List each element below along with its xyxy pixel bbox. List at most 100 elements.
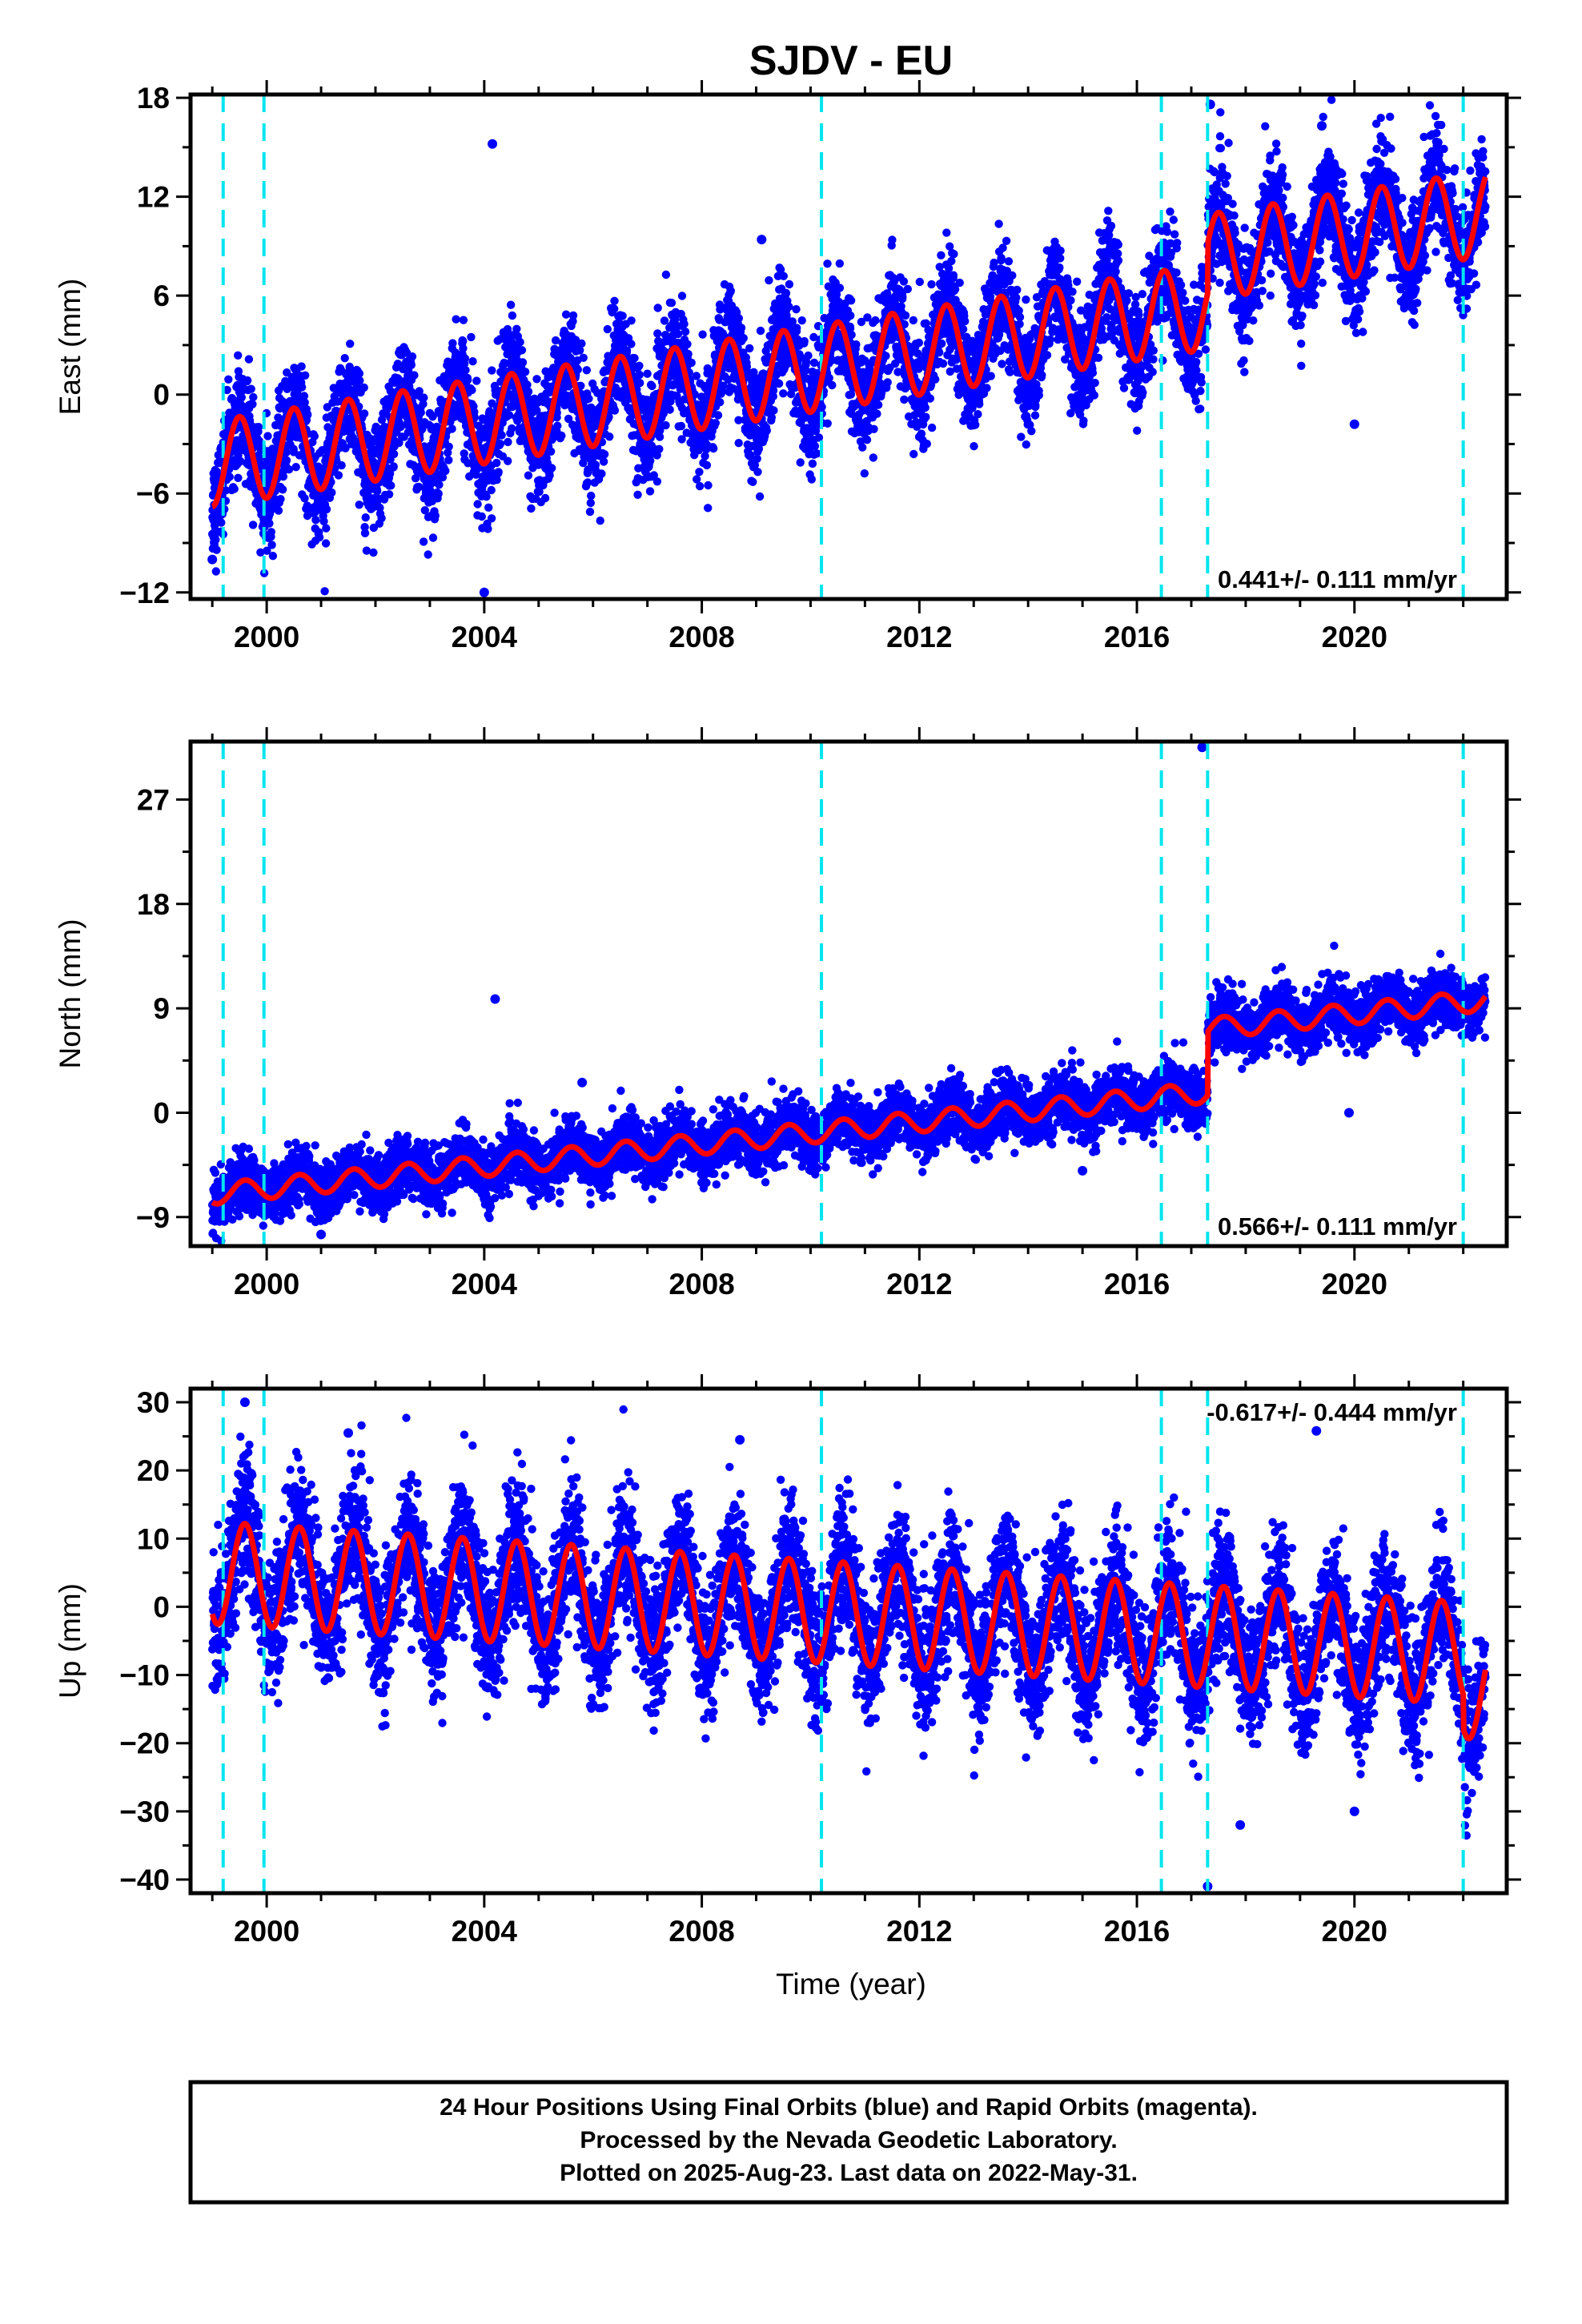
data-point [937,251,946,259]
data-point [387,481,396,490]
data-point [661,420,670,430]
data-point [646,456,655,465]
data-point [767,413,776,422]
data-point [377,513,386,523]
data-point [278,485,287,494]
data-point [1006,368,1014,376]
data-point [635,370,644,380]
data-point [881,352,890,360]
data-point [512,324,521,333]
data-point [871,316,880,325]
data-point [268,552,278,561]
data-point [709,444,718,453]
data-point [487,485,496,495]
data-point [441,466,450,476]
data-point [927,423,937,432]
data-point [1004,257,1014,266]
data-point [532,375,541,384]
data-point [380,422,389,432]
data-point [858,443,867,452]
data-point [968,404,977,412]
data-point [926,394,935,403]
data-point [823,419,832,428]
data-point [369,548,378,557]
data-point [297,362,306,371]
data-point [835,283,845,292]
data-point [407,360,416,369]
data-point [643,369,652,378]
data-point [630,354,639,363]
data-point [282,448,291,457]
data-point [322,524,331,533]
data-point [903,284,913,294]
data-point [914,338,924,348]
data-point [508,424,516,433]
data-point [898,292,907,302]
data-point [998,360,1006,368]
data-point [888,235,897,244]
data-point [346,340,355,348]
data-point [900,395,909,404]
data-point [488,366,496,375]
data-point [807,475,816,484]
data-point [684,349,693,359]
data-point [320,587,329,596]
data-point [610,304,619,313]
data-point [424,550,432,559]
data-point [472,376,481,385]
data-point [487,514,496,523]
plot-area [207,94,1490,599]
data-point [921,412,930,421]
figure-title: SJDV - EU [749,38,953,84]
data-point [355,376,364,385]
data-point [355,369,364,378]
data-point [557,431,566,440]
data-point [236,456,245,466]
data-point [931,375,940,384]
data-point [823,259,832,268]
data-point [852,340,861,349]
data-point [461,365,470,375]
data-point [636,379,644,388]
data-point [492,458,501,468]
data-point [677,292,687,300]
data-point [225,472,234,481]
data-point [749,477,757,486]
data-point [532,406,541,415]
data-point [415,387,424,396]
data-point [297,383,307,392]
data-point [825,373,833,383]
data-point [661,270,671,279]
data-point [247,384,255,393]
data-point [359,409,369,418]
data-point [683,340,692,348]
data-point [579,353,588,362]
data-point [584,394,593,403]
data-point [482,493,491,501]
data-point [915,277,925,287]
data-point [279,472,288,481]
data-point [524,387,533,396]
data-point [667,299,677,308]
data-point [633,490,642,499]
data-point [737,324,746,332]
data-point [955,278,964,287]
data-point [971,420,980,429]
data-point [769,386,778,395]
data-point [473,500,482,509]
data-point [862,436,872,444]
data-point [597,469,606,478]
data-point [506,300,516,309]
data-point [648,381,656,391]
data-point [546,447,556,456]
data-point [384,490,394,499]
data-point [564,414,573,424]
data-point [1027,427,1036,436]
data-point [254,423,263,432]
data-point [523,380,532,389]
data-point [389,462,398,471]
data-point [922,440,932,448]
data-point [665,405,674,414]
data-point [568,317,577,326]
data-point [468,357,477,366]
